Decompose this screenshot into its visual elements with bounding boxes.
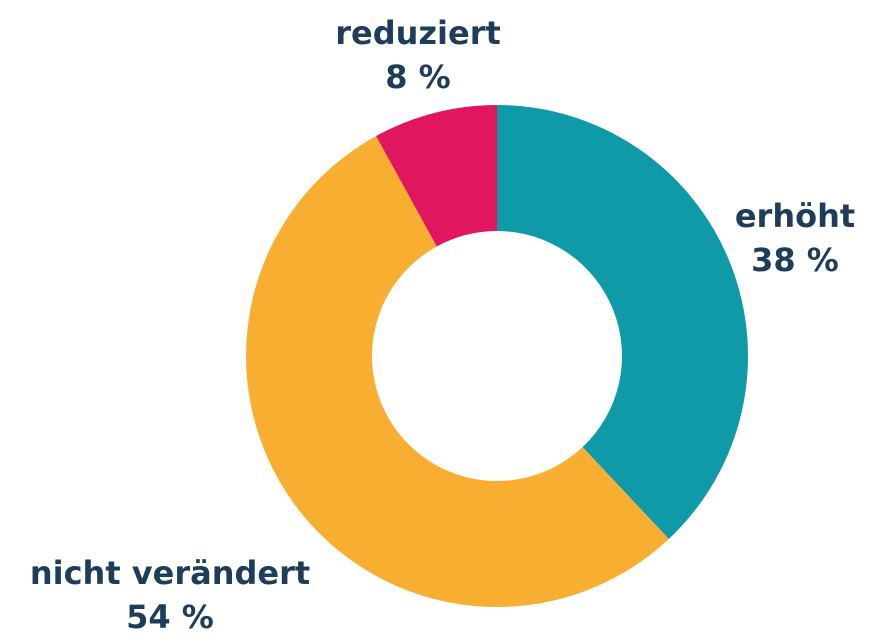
donut-segment xyxy=(246,136,669,607)
value-label: 54 % xyxy=(126,598,214,635)
value-label: 8 % xyxy=(385,58,450,96)
segment-label: nicht verändert xyxy=(30,554,310,592)
value-label: 38 % xyxy=(751,241,839,279)
donut-segment xyxy=(376,105,497,247)
segment-label: erhöht xyxy=(735,197,855,235)
segment-label: reduziert xyxy=(335,14,501,52)
donut-segment xyxy=(497,105,749,539)
